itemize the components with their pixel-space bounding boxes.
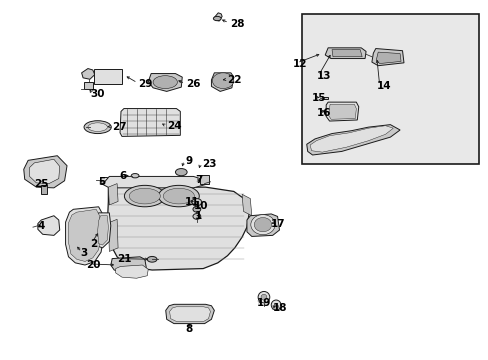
Polygon shape	[165, 304, 214, 324]
Text: 18: 18	[272, 303, 286, 313]
Polygon shape	[38, 216, 60, 235]
Polygon shape	[108, 184, 118, 205]
Polygon shape	[107, 187, 249, 270]
Ellipse shape	[88, 123, 107, 131]
Text: 9: 9	[185, 157, 192, 166]
Polygon shape	[81, 68, 95, 79]
Text: 28: 28	[229, 18, 244, 28]
Polygon shape	[325, 102, 358, 121]
Text: 26: 26	[186, 79, 200, 89]
Polygon shape	[306, 125, 399, 155]
Ellipse shape	[129, 188, 160, 204]
Polygon shape	[242, 194, 251, 216]
Polygon shape	[169, 307, 210, 321]
Polygon shape	[30, 159, 60, 184]
Text: 3: 3	[80, 248, 87, 258]
Text: 17: 17	[271, 219, 285, 229]
Bar	[94, 68, 122, 84]
Ellipse shape	[84, 121, 111, 134]
Text: 5: 5	[99, 177, 106, 187]
Polygon shape	[375, 52, 400, 64]
Text: 4: 4	[37, 221, 45, 231]
Ellipse shape	[192, 199, 201, 206]
Text: 29: 29	[138, 78, 153, 89]
Ellipse shape	[258, 292, 269, 303]
Polygon shape	[120, 109, 180, 136]
Polygon shape	[148, 73, 182, 91]
Text: 1: 1	[195, 211, 202, 221]
Text: 27: 27	[112, 122, 126, 132]
Text: 22: 22	[227, 75, 242, 85]
Text: 2: 2	[90, 239, 97, 249]
Text: 7: 7	[195, 175, 202, 185]
Text: 16: 16	[316, 108, 330, 118]
Ellipse shape	[153, 76, 177, 89]
Polygon shape	[98, 216, 108, 245]
Text: 19: 19	[256, 298, 270, 308]
Polygon shape	[100, 177, 107, 183]
Polygon shape	[65, 207, 103, 265]
Polygon shape	[214, 13, 222, 21]
Polygon shape	[211, 73, 233, 91]
Text: 23: 23	[201, 159, 216, 169]
Text: 11: 11	[185, 197, 199, 207]
Polygon shape	[371, 49, 403, 66]
Polygon shape	[68, 209, 101, 261]
Polygon shape	[24, 156, 67, 188]
Polygon shape	[331, 50, 362, 57]
Polygon shape	[272, 306, 279, 309]
Text: 13: 13	[316, 71, 330, 81]
Text: 21: 21	[117, 254, 131, 264]
Polygon shape	[322, 97, 327, 99]
Bar	[41, 185, 47, 194]
Polygon shape	[102, 176, 206, 188]
Text: 30: 30	[90, 89, 104, 99]
Bar	[301, 14, 478, 164]
Polygon shape	[328, 104, 356, 119]
Ellipse shape	[147, 256, 157, 262]
Text: 20: 20	[86, 260, 101, 270]
Ellipse shape	[261, 294, 266, 300]
Polygon shape	[96, 213, 111, 248]
Text: 8: 8	[185, 324, 192, 334]
Ellipse shape	[158, 185, 199, 207]
Text: 15: 15	[311, 93, 325, 103]
Ellipse shape	[213, 17, 221, 21]
Text: 14: 14	[376, 81, 390, 91]
Ellipse shape	[131, 174, 139, 178]
Text: 25: 25	[34, 179, 49, 189]
Polygon shape	[116, 265, 148, 278]
Ellipse shape	[271, 300, 281, 310]
Text: 12: 12	[292, 59, 307, 69]
Text: 24: 24	[166, 121, 181, 131]
Text: 6: 6	[119, 171, 126, 181]
Ellipse shape	[212, 73, 233, 89]
Ellipse shape	[250, 215, 275, 235]
Text: 10: 10	[193, 201, 207, 211]
Ellipse shape	[193, 206, 201, 212]
Polygon shape	[108, 219, 118, 251]
Polygon shape	[309, 126, 392, 152]
Ellipse shape	[254, 217, 271, 232]
Ellipse shape	[175, 168, 187, 176]
Polygon shape	[246, 214, 279, 237]
Ellipse shape	[163, 188, 194, 204]
Polygon shape	[111, 257, 146, 273]
Ellipse shape	[124, 185, 165, 207]
Ellipse shape	[193, 213, 201, 219]
Bar	[200, 175, 208, 184]
Bar	[84, 82, 93, 89]
Polygon shape	[325, 48, 366, 59]
